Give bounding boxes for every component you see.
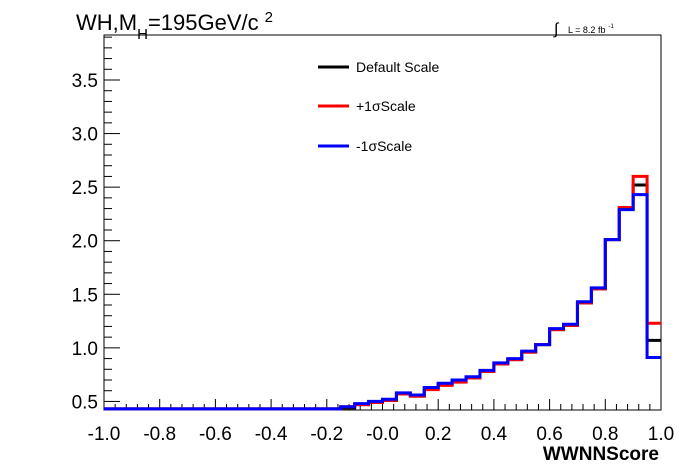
x-tick-label: -0.4: [255, 424, 288, 445]
x-tick-label: 0.8: [592, 424, 618, 445]
y-tick-label: 0.5: [72, 392, 98, 413]
x-tick-label: 0.6: [536, 424, 562, 445]
x-tick-label: -0.2: [310, 424, 343, 445]
luminosity-label: L = 8.2 fb -1: [568, 24, 614, 35]
x-tick-label: 0.2: [425, 424, 451, 445]
x-axis-label: WWNNScore: [543, 444, 659, 465]
y-tick-label: 1.0: [72, 339, 98, 360]
legend-label: -1σScale: [356, 138, 412, 154]
legend-label: Default Scale: [356, 59, 439, 75]
x-axis: -1.0 -0.8 -0.6 -0.4 -0.2 -0.0 0.2 0.4 0.6 0.8 1.0: [88, 399, 674, 445]
x-tick-label: -0.0: [366, 424, 399, 445]
y-tick-label: 3.5: [72, 71, 98, 92]
x-tick-label: -0.8: [143, 424, 176, 445]
legend-label: +1σScale: [356, 98, 416, 114]
legend: Default Scale +1σScale -1σScale: [318, 59, 439, 154]
plot-title: WH,MH=195GeV/c 2: [76, 9, 273, 43]
y-tick-label: 2.5: [72, 178, 98, 199]
series-line: [104, 174, 661, 411]
y-tick-label: 2.0: [72, 232, 98, 253]
plot-frame: [103, 34, 662, 411]
y-axis: 0.5 1.0 1.5 2.0 2.5 3.0 3.5: [72, 36, 120, 413]
x-tick-label: 1.0: [648, 424, 674, 445]
x-tick-label: -1.0: [88, 424, 121, 445]
series-layer: [104, 174, 661, 411]
series-line: [104, 193, 661, 411]
y-tick-label: 3.0: [72, 125, 98, 146]
integral-symbol: ∫: [553, 21, 560, 38]
series-line: [104, 183, 661, 411]
x-tick-label: -0.6: [199, 424, 232, 445]
x-tick-label: 0.4: [481, 424, 508, 445]
y-tick-label: 1.5: [72, 285, 98, 306]
